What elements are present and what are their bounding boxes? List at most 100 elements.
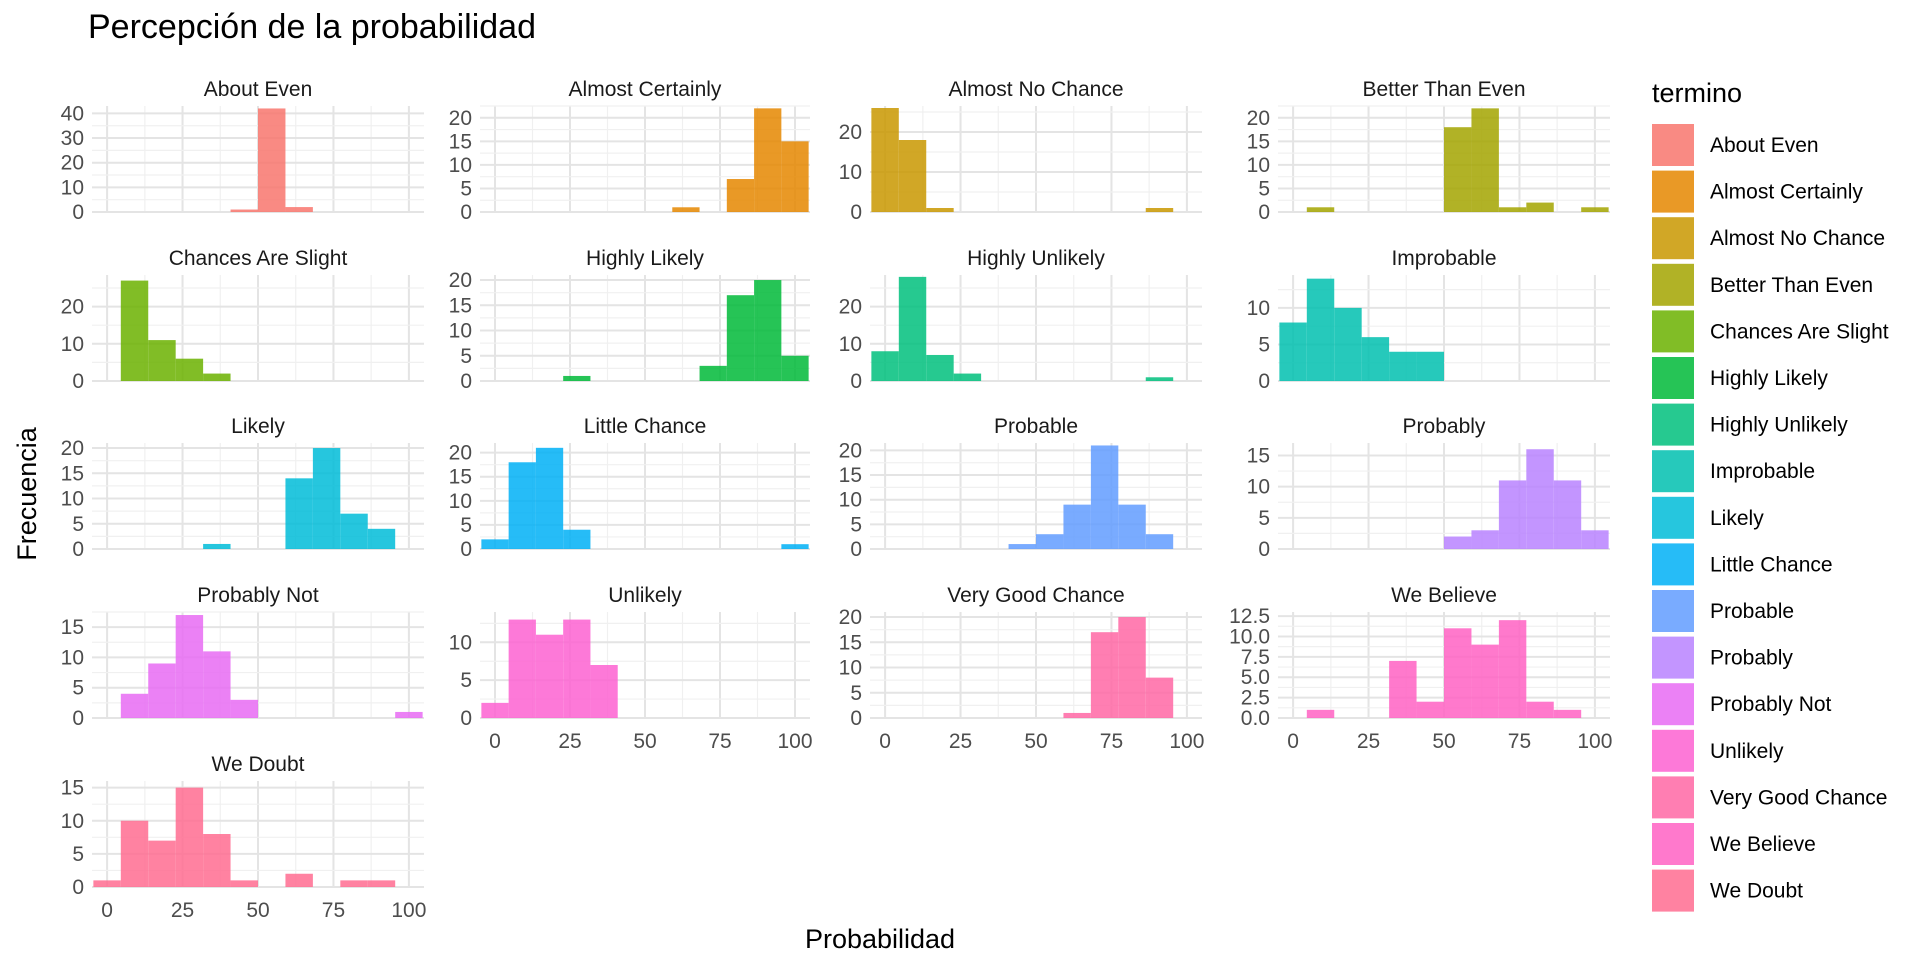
- histogram-bar: [1471, 644, 1499, 718]
- y-tick-label: 10: [61, 646, 84, 669]
- histogram-bar: [508, 619, 536, 718]
- histogram-bar: [1306, 709, 1335, 718]
- x-tick-label: 50: [1432, 730, 1455, 753]
- histogram-bar: [563, 619, 591, 718]
- histogram-bar: [203, 651, 231, 718]
- legend-label: Very Good Chance: [1710, 786, 1887, 809]
- histogram-bar: [1118, 504, 1146, 549]
- legend-swatch: [1652, 450, 1694, 493]
- histogram-bar: [1008, 544, 1036, 549]
- y-tick-label: 5: [460, 669, 472, 692]
- legend-label: Better Than Even: [1710, 274, 1873, 297]
- x-tick-label: 25: [171, 899, 194, 922]
- y-tick-label: 5: [1258, 333, 1270, 356]
- facet-title: Probably Not: [197, 584, 319, 607]
- y-tick-label: 10: [839, 333, 862, 356]
- y-tick-label: 0: [850, 707, 862, 730]
- histogram-bar: [1471, 108, 1499, 212]
- y-tick-label: 20: [839, 439, 862, 462]
- y-tick-label: 5: [460, 345, 472, 368]
- legend-swatch: [1652, 357, 1694, 399]
- y-tick-label: 5: [72, 513, 84, 536]
- legend-swatch: [1652, 683, 1694, 726]
- legend-item-probable: Probable: [1652, 590, 1794, 632]
- legend-label: Little Chance: [1710, 553, 1833, 576]
- histogram-bar: [1444, 628, 1472, 718]
- x-tick-label: 50: [1024, 730, 1047, 753]
- y-tick-label: 7.5: [1241, 646, 1270, 669]
- y-tick-label: 0: [460, 201, 472, 224]
- histogram-bar: [699, 365, 727, 381]
- histogram-bar: [203, 543, 231, 549]
- histogram-bar: [508, 462, 536, 549]
- histogram-bar: [481, 702, 509, 718]
- histogram-bar: [481, 539, 509, 549]
- histogram-bar: [1581, 207, 1609, 212]
- legend-item-we-believe: We Believe: [1652, 823, 1816, 865]
- chart-title: Percepción de la probabilidad: [88, 8, 536, 46]
- y-tick-label: 20: [839, 606, 862, 629]
- histogram-bar: [1118, 617, 1146, 718]
- histogram-bar: [1498, 480, 1527, 549]
- histogram-bar: [148, 340, 176, 381]
- legend-item-almost-no-chance: Almost No Chance: [1652, 217, 1885, 260]
- legend-item-better-than-even: Better Than Even: [1652, 263, 1873, 306]
- legend-label: We Believe: [1710, 833, 1816, 856]
- y-axis-title: Frecuencia: [12, 426, 42, 561]
- histogram-bar: [1063, 712, 1091, 718]
- x-tick-label: 100: [1577, 730, 1612, 753]
- y-tick-label: 20: [839, 121, 862, 144]
- facet-almost-no-chance: Almost No Chance 0 10 20: [839, 78, 1202, 224]
- legend-item-highly-unlikely: Highly Unlikely: [1652, 403, 1848, 446]
- legend-item-highly-likely: Highly Likely: [1652, 357, 1828, 399]
- histogram-bar: [871, 351, 899, 381]
- y-tick-label: 15: [61, 616, 84, 639]
- facet-we-doubt: We Doubt 0 5 10 15 0 25 50 75 100: [61, 753, 427, 922]
- facet-title: Almost No Chance: [948, 78, 1123, 101]
- x-tick-label: 0: [1287, 730, 1299, 753]
- y-tick-label: 10: [449, 320, 472, 343]
- y-tick-label: 10: [839, 489, 862, 512]
- legend-swatch: [1652, 590, 1694, 632]
- histogram-bar: [367, 880, 396, 887]
- histogram-bar: [1526, 701, 1554, 718]
- histogram-bar: [754, 108, 782, 212]
- legend-label: Probably Not: [1710, 693, 1832, 716]
- y-tick-label: 0.0: [1241, 707, 1270, 730]
- legend-label: Likely: [1710, 507, 1764, 530]
- x-tick-label: 0: [489, 730, 501, 753]
- facet-title: We Doubt: [212, 753, 305, 776]
- legend-label: We Doubt: [1710, 880, 1803, 903]
- histogram-bar: [258, 108, 286, 212]
- histogram-bar: [93, 880, 121, 887]
- x-tick-label: 0: [101, 899, 113, 922]
- y-tick-label: 15: [61, 777, 84, 800]
- facet-title: Highly Likely: [586, 247, 704, 270]
- legend: termino About Even Almost Certainly Almost…: [1652, 78, 1889, 912]
- histogram-bar: [1526, 202, 1554, 212]
- y-tick-label: 40: [61, 102, 84, 125]
- legend-item-probably: Probably: [1652, 636, 1793, 679]
- histogram-bar: [1389, 660, 1417, 718]
- y-tick-label: 0: [72, 538, 84, 561]
- legend-swatch: [1652, 217, 1694, 260]
- histogram-bar: [285, 478, 313, 549]
- facet-we-believe: We Believe 0.02.55.07.510.012.5 0 25 50 75 100: [1229, 584, 1612, 753]
- x-axis-title: Probabilidad: [805, 924, 955, 954]
- y-tick-label: 20: [1247, 107, 1270, 130]
- y-tick-label: 10: [61, 176, 84, 199]
- legend-label: Unlikely: [1710, 740, 1784, 763]
- facet-title: Almost Certainly: [569, 78, 722, 101]
- histogram-bar: [781, 544, 809, 549]
- histogram-bar: [230, 880, 258, 887]
- x-tick-label: 25: [558, 730, 581, 753]
- histogram-bar: [340, 880, 368, 887]
- y-tick-label: 15: [449, 294, 472, 317]
- y-tick-label: 10: [1247, 297, 1270, 320]
- histogram-bar: [1361, 337, 1390, 381]
